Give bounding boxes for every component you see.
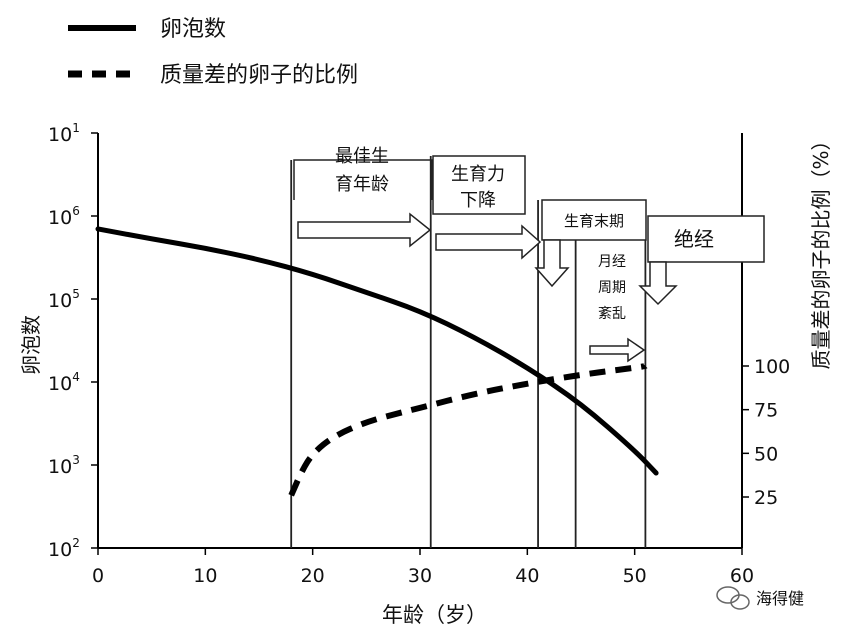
watermark: 海得健 — [716, 586, 804, 610]
x-tick-label: 0 — [92, 565, 104, 587]
y-right-tick-label: 100 — [754, 356, 790, 378]
y-right-ticks: 25 50 75 100 — [742, 356, 790, 509]
arrow-fertility-decline — [435, 224, 542, 260]
x-ticks: 0 10 20 30 40 50 60 — [92, 548, 754, 587]
arrow-late-reproductive — [534, 239, 570, 288]
annotation-fertility-decline: 生育力 下降 — [432, 155, 542, 260]
y-left-tick-label: 104 — [48, 370, 80, 395]
arrow-optimal-age — [297, 212, 432, 248]
annotation-irregular-cycle-line1: 月经 — [598, 254, 626, 270]
series-follicle-count-line — [95, 226, 659, 476]
x-tick-label: 50 — [623, 565, 647, 587]
annotation-late-reproductive-text: 生育末期 — [564, 212, 624, 230]
y-right-tick-label: 75 — [754, 400, 778, 422]
legend-label-poor-quality: 质量差的卵子的比例 — [160, 63, 358, 88]
x-tick-label: 30 — [408, 565, 432, 587]
annotation-irregular-cycle-line2: 周期 — [598, 280, 626, 296]
y-left-tick-label: 105 — [48, 287, 80, 312]
legend-label-follicles: 卵泡数 — [160, 17, 226, 42]
y-axis-right-title: 质量差的卵子的比例（%） — [809, 130, 833, 369]
annotation-fertility-decline-line2: 下降 — [460, 190, 496, 211]
legend: 卵泡数 质量差的卵子的比例 — [68, 17, 358, 88]
arrow-menopause — [638, 261, 678, 306]
annotation-optimal-age: 最佳生 育年龄 — [293, 146, 433, 248]
y-left-tick-label: 103 — [48, 453, 80, 478]
x-tick-label: 40 — [515, 565, 539, 587]
y-left-tick-label: 106 — [48, 204, 80, 229]
series-poor-quality-line — [288, 363, 648, 497]
annotation-irregular-cycle-line3: 紊乱 — [598, 305, 626, 322]
arrow-irregular-cycle — [589, 337, 646, 363]
annotation-irregular-cycle: 月经 周期 紊乱 — [589, 254, 646, 363]
annotation-menopause-text: 绝经 — [674, 227, 714, 251]
y-right-tick-label: 25 — [754, 487, 778, 509]
x-tick-label: 10 — [193, 565, 217, 587]
x-tick-label: 60 — [730, 565, 754, 587]
x-tick-label: 20 — [301, 565, 325, 587]
y-left-tick-label: 101 — [48, 121, 80, 146]
annotation-fertility-decline-line1: 生育力 — [451, 164, 505, 185]
annotation-optimal-age-line2: 育年龄 — [335, 174, 389, 195]
y-right-tick-label: 50 — [754, 443, 778, 465]
y-left-tick-label: 102 — [48, 536, 80, 561]
y-left-ticks: 102 103 104 105 106 101 — [48, 121, 98, 561]
annotation-menopause: 绝经 — [638, 215, 765, 306]
phase-annotations: 最佳生 育年龄 生育力 下降 生育末期 月经 周期 紊乱 绝经 — [293, 146, 765, 363]
annotation-late-reproductive: 生育末期 — [534, 199, 647, 288]
y-axis-left-title: 卵泡数 — [19, 315, 43, 375]
watermark-text: 海得健 — [756, 589, 804, 608]
annotation-optimal-age-line1: 最佳生 — [335, 146, 389, 167]
x-axis-title: 年龄（岁） — [382, 603, 487, 627]
wechat-icon — [716, 586, 750, 610]
